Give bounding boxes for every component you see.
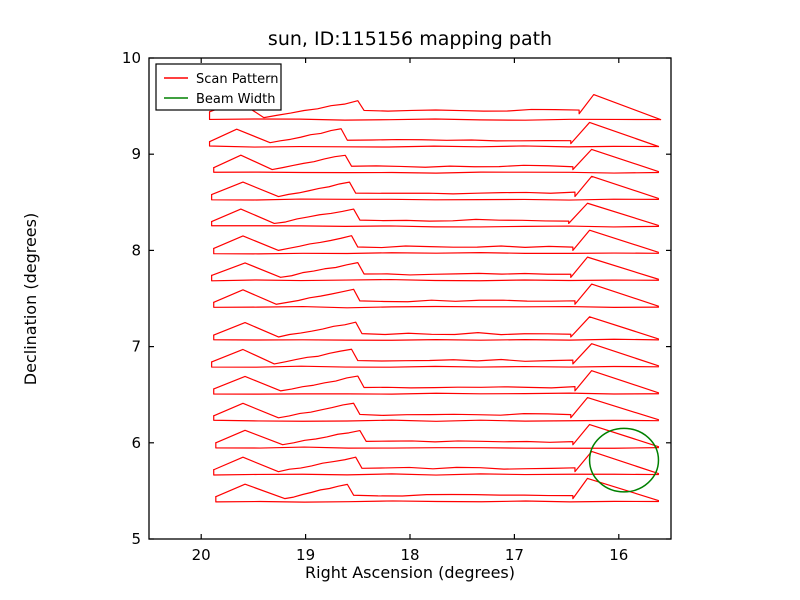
y-tick-labels: 5 6 7 8 9 10	[122, 49, 141, 548]
scan-row-forward	[208, 121, 660, 148]
beam-width-circle	[588, 427, 660, 493]
legend-label-beam-width: Beam Width	[196, 92, 275, 107]
scan-row-return	[211, 274, 660, 282]
scan-row-forward	[211, 343, 660, 367]
legend-label-scan-pattern: Scan Pattern	[196, 72, 279, 87]
scan-row-forward	[213, 283, 660, 307]
y-tick-label: 10	[122, 49, 141, 67]
x-tick-label: 19	[296, 546, 315, 564]
scan-row-forward	[215, 477, 660, 502]
scan-row-return	[213, 469, 660, 476]
scan-row-return	[213, 388, 660, 395]
scan-row-forward	[211, 175, 660, 200]
scan-row-return	[208, 111, 662, 121]
scan-row-forward	[211, 256, 660, 280]
scan-row-return	[208, 141, 660, 148]
x-tick-label: 20	[192, 546, 211, 564]
scan-row-forward	[213, 396, 660, 421]
scan-row-forward	[208, 93, 662, 121]
scan-row-forward	[211, 202, 660, 226]
y-tick-label: 8	[131, 241, 141, 259]
scan-row-return	[211, 361, 660, 368]
scan-pattern-series	[208, 93, 662, 503]
y-tick-label: 6	[131, 434, 141, 452]
scan-row-forward	[213, 450, 660, 475]
scan-row-forward	[213, 229, 660, 253]
x-tick-label: 17	[505, 546, 524, 564]
scan-row-return	[213, 415, 660, 422]
scan-row-return	[213, 167, 660, 174]
x-tick-label: 16	[609, 546, 628, 564]
x-axis-label: Right Ascension (degrees)	[305, 563, 515, 582]
scan-row-return	[211, 220, 660, 228]
x-tick-label: 18	[400, 546, 419, 564]
scan-row-forward	[215, 423, 660, 448]
y-tick-label: 5	[131, 530, 141, 548]
y-tick-label: 7	[131, 338, 141, 356]
x-tick-labels: 20 19 18 17 16	[192, 546, 629, 564]
legend-frame	[155, 63, 282, 111]
scan-row-return	[213, 247, 660, 255]
y-tick-label: 9	[131, 145, 141, 163]
legend: Scan Pattern Beam Width	[155, 63, 282, 111]
y-axis-label: Declination (degrees)	[21, 213, 40, 385]
scan-row-forward	[213, 370, 660, 394]
scan-row-return	[211, 194, 660, 201]
scan-row-forward	[213, 148, 660, 173]
chart-title: sun, ID:115156 mapping path	[268, 28, 552, 50]
axis-ticks	[149, 57, 671, 540]
scan-row-return	[215, 442, 660, 449]
scan-row-return	[213, 301, 660, 309]
scan-row-forward	[213, 316, 660, 340]
plot-area-background	[149, 58, 671, 539]
scan-row-return	[215, 496, 660, 503]
scan-row-return	[213, 334, 660, 341]
beam-width-indicator	[588, 427, 660, 493]
